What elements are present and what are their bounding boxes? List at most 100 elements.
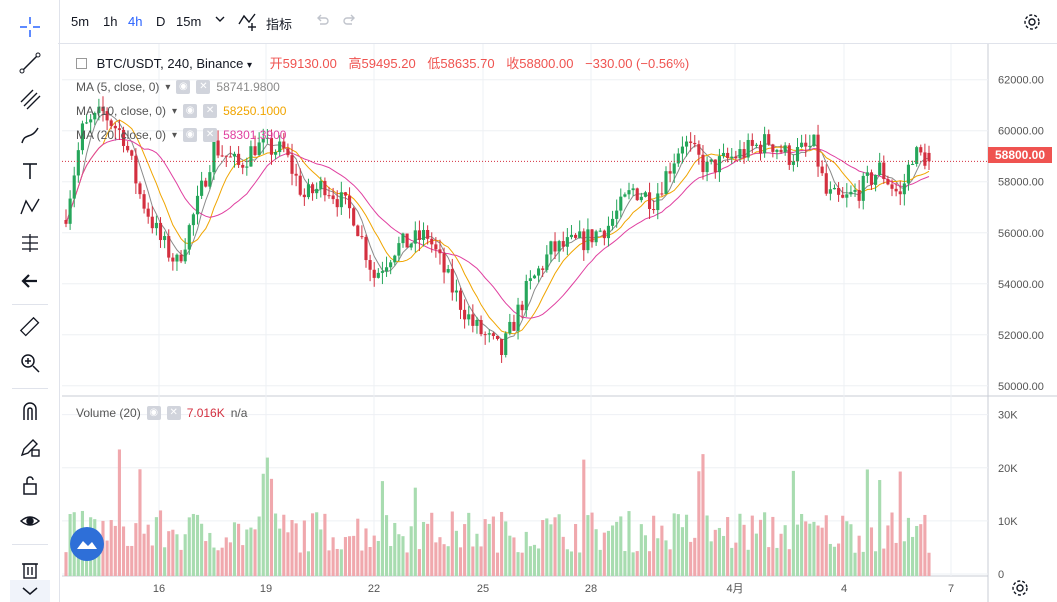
candle-body — [779, 149, 783, 153]
candle-body — [512, 321, 516, 331]
eye-icon[interactable]: ◉ — [146, 406, 161, 420]
candle-body — [672, 163, 676, 174]
candle-body — [684, 141, 689, 147]
pattern-icon[interactable] — [14, 192, 46, 222]
pitchfork-icon[interactable] — [14, 84, 46, 114]
close-icon[interactable]: ✕ — [166, 406, 181, 420]
timeframe-4h[interactable]: 4h — [128, 14, 143, 29]
prediction-icon[interactable] — [14, 228, 46, 258]
candle-body — [257, 142, 261, 155]
candle-body — [746, 139, 750, 158]
volume-bar — [191, 513, 195, 576]
volume-bar — [368, 546, 372, 576]
eye-icon[interactable]: ◉ — [176, 80, 191, 94]
volume-bar — [713, 529, 717, 576]
volume-bar — [409, 526, 413, 576]
indicator-ma5[interactable]: MA (5, close, 0) ▾ ◉ ✕ 58741.9800 — [76, 80, 280, 94]
candle-body — [828, 189, 832, 194]
volume-bar — [463, 524, 467, 576]
volume-bar — [64, 552, 68, 576]
candle-body — [865, 172, 869, 176]
magnet-icon[interactable] — [14, 396, 46, 426]
candle-body — [701, 154, 705, 173]
candle-body — [878, 162, 882, 176]
candle-body — [569, 234, 574, 238]
trend-line-icon[interactable] — [14, 48, 46, 78]
axis-settings-gear-icon[interactable] — [1010, 578, 1030, 602]
candle-body — [167, 236, 171, 258]
volume-bar — [721, 535, 726, 576]
volume-bar — [602, 532, 606, 576]
low-label: 低 — [427, 56, 441, 71]
timeframe-5m[interactable]: 5m — [71, 14, 90, 29]
candle-body — [549, 241, 553, 255]
volume-bar — [680, 527, 684, 576]
trash-icon[interactable] — [14, 554, 46, 584]
candle-body — [290, 155, 294, 174]
candle-body — [368, 260, 372, 270]
volume-bar — [763, 512, 767, 576]
toolbar-divider — [12, 388, 48, 389]
eye-icon[interactable]: ◉ — [183, 104, 198, 118]
chevron-down-icon[interactable] — [214, 12, 226, 28]
indicators-button[interactable]: 指标 — [266, 17, 293, 32]
indicator-ma10-value: 58250.1000 — [223, 104, 287, 118]
candle-body — [405, 233, 409, 248]
volume-bar — [631, 552, 635, 576]
volume-bar — [524, 531, 528, 576]
volume-bar — [454, 530, 458, 576]
volume-bar — [545, 518, 549, 576]
volume-bar — [800, 513, 804, 576]
candle-body — [302, 194, 306, 198]
indicator-ma20[interactable]: MA (20, close, 0) ▾ ◉ ✕ 58301.3900 — [76, 128, 287, 142]
redo-icon[interactable] — [342, 12, 358, 31]
candle-body — [565, 237, 569, 247]
candle-body — [421, 229, 426, 240]
indicator-ma10[interactable]: MA (10, close, 0) ▾ ◉ ✕ 58250.1000 — [76, 104, 287, 118]
watermark-logo[interactable] — [70, 527, 104, 561]
volume-bar — [512, 537, 516, 576]
ruler-icon[interactable] — [14, 312, 46, 342]
eye-icon[interactable] — [14, 506, 46, 536]
lock-icon[interactable] — [14, 470, 46, 500]
back-arrow-icon[interactable] — [14, 266, 46, 296]
eye-icon[interactable]: ◉ — [183, 128, 198, 142]
symbol-title[interactable]: BTC/USDT, 240, Binance — [96, 56, 244, 71]
ma-line-5 — [65, 113, 930, 341]
undo-icon[interactable] — [314, 12, 330, 31]
volume-bar — [438, 537, 442, 576]
candle-body — [734, 156, 738, 159]
candle-body — [832, 187, 837, 190]
candle-body — [212, 140, 216, 173]
pencil-lock-icon[interactable] — [14, 432, 46, 462]
candle-body — [232, 153, 237, 157]
price-tick-label: 56000.00 — [998, 228, 1044, 240]
volume-legend[interactable]: Volume (20) ◉ ✕ 7.016K n/a — [76, 406, 247, 420]
volume-bar — [130, 545, 134, 576]
volume-bar — [397, 534, 401, 576]
candle-body — [458, 290, 463, 310]
candle-body — [130, 150, 134, 156]
brush-icon[interactable] — [14, 120, 46, 150]
indicators-icon[interactable] — [238, 12, 258, 35]
settings-gear-icon[interactable] — [1022, 12, 1042, 35]
crosshair-icon[interactable] — [14, 12, 46, 42]
collapse-legend-icon[interactable] — [76, 58, 87, 69]
volume-bar — [795, 524, 800, 576]
timeframe-15m[interactable]: 15m — [176, 14, 202, 29]
close-icon[interactable]: ✕ — [196, 80, 211, 94]
zoom-in-icon[interactable] — [14, 348, 46, 378]
timeframe-1h[interactable]: 1h — [103, 14, 118, 29]
volume-bar — [105, 540, 109, 576]
candle-body — [446, 269, 450, 273]
volume-bar — [138, 469, 142, 576]
indicator-ma10-name: MA (10, close, 0) — [76, 104, 167, 118]
candle-body — [643, 192, 648, 197]
text-tool-icon[interactable] — [14, 156, 46, 186]
timeframe-d[interactable]: D — [156, 14, 166, 29]
close-icon[interactable]: ✕ — [203, 104, 218, 118]
volume-bar — [286, 532, 290, 576]
collapse-toolbar-icon[interactable] — [10, 580, 50, 602]
close-icon[interactable]: ✕ — [203, 128, 218, 142]
